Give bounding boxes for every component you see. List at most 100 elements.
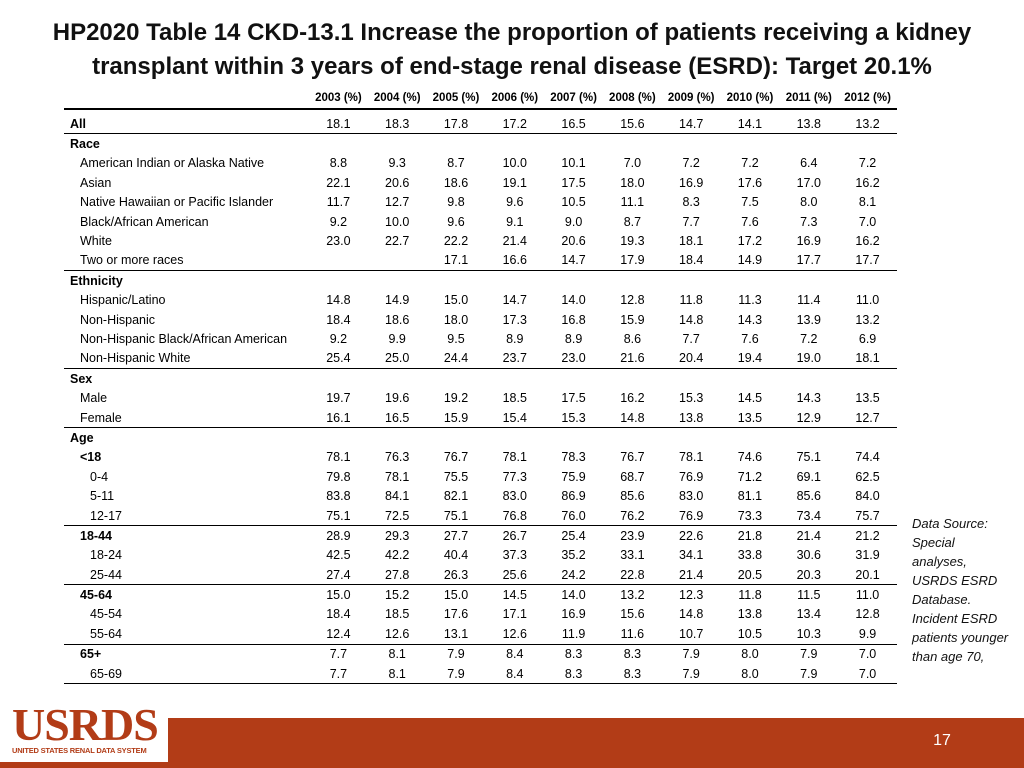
value-cell: 13.2	[620, 588, 645, 603]
value-cell: 15.0	[326, 588, 351, 603]
value-cell: 8.7	[447, 156, 465, 171]
table-row: 18-24 42.5 42.2 40.4 37.3 35.2 33.1 34.1 33.8 30.…	[64, 546, 897, 565]
value-cell: 76.9	[679, 469, 704, 484]
value-cell: 71.2	[737, 469, 763, 484]
table-row: White 23.0 22.7 22.2 21.4 20.6 19.3 18.1 17.2 16.…	[64, 231, 897, 250]
row-label: Age	[70, 430, 94, 445]
value-cell: 7.7	[329, 647, 348, 662]
value-cell: 18.3	[367, 109, 427, 135]
value-cell: 15.2	[385, 588, 410, 603]
value-cell: 19.0	[779, 348, 839, 370]
value-cell: 76.3	[385, 450, 410, 465]
table-row: Age	[64, 428, 897, 448]
value-cell: 11.7	[326, 195, 351, 210]
value-cell: 82.1	[443, 489, 469, 504]
value-cell: 7.9	[447, 647, 465, 662]
value-cell: 30.6	[796, 548, 821, 563]
value-cell: 17.6	[443, 607, 469, 622]
value-cell: 78.1	[502, 450, 527, 465]
value-cell	[368, 271, 427, 291]
value-cell	[427, 428, 486, 448]
value-cell: 17.1	[426, 250, 486, 272]
value-cell: 19.7	[326, 391, 351, 406]
value-cell: 27.7	[443, 528, 469, 543]
value-cell: 85.6	[796, 489, 821, 504]
table-row: 5-11 83.8 84.1 82.1 83.0 86.9 85.6 83.0 81.1 85.6…	[64, 486, 897, 505]
value-cell: 16.2	[855, 175, 880, 190]
value-cell: 16.9	[561, 607, 586, 622]
value-cell: 76.9	[661, 505, 721, 527]
value-cell: 12.6	[485, 624, 545, 645]
value-cell: 15.0	[443, 588, 469, 603]
value-cell: 12.6	[367, 624, 427, 645]
value-cell: 16.5	[367, 407, 427, 429]
value-cell: 8.9	[564, 331, 583, 346]
column-header: 2012 (%)	[844, 92, 891, 104]
value-cell: 11.3	[738, 293, 762, 308]
value-cell: 13.8	[661, 407, 721, 429]
table-row: Hispanic/Latino 14.8 14.9 15.0 14.7 14.0 12.8 1…	[64, 291, 897, 310]
value-cell: 8.3	[602, 663, 662, 685]
row-label: 12-17	[64, 505, 309, 527]
value-cell: 78.1	[385, 469, 410, 484]
value-cell	[367, 250, 427, 272]
row-label: Non-Hispanic White	[64, 348, 309, 370]
value-cell	[838, 271, 897, 291]
value-cell	[427, 271, 486, 291]
value-cell: 8.4	[485, 663, 545, 685]
row-label: Two or more races	[64, 250, 309, 272]
value-cell: 13.8	[737, 607, 763, 622]
column-header: 2011 (%)	[785, 92, 832, 104]
value-cell: 14.5	[502, 588, 527, 603]
value-cell: 11.0	[855, 293, 880, 308]
value-cell	[368, 428, 427, 448]
column-header: 2004 (%)	[373, 92, 421, 104]
table-row: 65-69 7.7 8.1 7.9 8.4 8.3 8.3 7.9 8.0 7.9 7.0	[64, 663, 897, 685]
value-cell: 75.9	[561, 469, 586, 484]
value-cell: 14.9	[720, 250, 780, 272]
value-cell: 7.2	[800, 331, 818, 346]
value-cell: 15.6	[602, 109, 662, 135]
value-cell: 83.0	[679, 489, 704, 504]
value-cell	[368, 369, 427, 389]
table-row: Non-Hispanic 18.4 18.6 18.0 17.3 16.8 15.9 14.8…	[64, 310, 897, 329]
value-cell: 12.7	[838, 407, 897, 429]
value-cell: 25.4	[309, 348, 368, 370]
footer-bar	[0, 718, 1024, 768]
value-cell	[721, 271, 780, 291]
column-header: 2005 (%)	[432, 92, 480, 104]
value-cell	[309, 369, 368, 389]
value-cell: 18.6	[443, 175, 469, 190]
value-cell: 15.9	[620, 312, 645, 327]
value-cell: 9.0	[564, 214, 583, 229]
value-cell: 14.7	[661, 109, 721, 135]
column-header: 2010 (%)	[726, 92, 774, 104]
value-cell: 77.3	[502, 469, 527, 484]
value-cell: 14.0	[561, 293, 586, 308]
value-cell: 22.1	[326, 175, 351, 190]
value-cell: 8.6	[623, 331, 642, 346]
value-cell: 76.2	[602, 505, 662, 527]
value-cell: 19.2	[443, 391, 469, 406]
table-row: Two or more races 17.1 16.6 14.7 17.9 18.4 14.…	[64, 250, 897, 272]
row-label: 18-44	[80, 528, 112, 543]
row-label: <18	[80, 450, 102, 465]
value-cell: 23.7	[485, 348, 545, 370]
value-cell: 78.1	[679, 450, 704, 465]
row-label: Non-Hispanic	[80, 312, 156, 327]
value-cell: 7.0	[858, 214, 877, 229]
value-cell: 8.3	[564, 647, 583, 662]
table-row: Non-Hispanic Black/African American 9.2 9.…	[64, 329, 897, 348]
data-source-note: Data Source: Special analyses, USRDS ESR…	[912, 516, 1009, 664]
value-cell: 18.1	[309, 109, 368, 135]
value-cell: 22.2	[443, 234, 469, 249]
row-label: 65-69	[64, 663, 309, 685]
value-cell: 14.8	[679, 312, 704, 327]
value-cell	[779, 271, 838, 291]
table-row: <18 78.1 76.3 76.7 78.1 78.3 76.7 78.1 74.6 75.1 7…	[64, 448, 897, 467]
value-cell: 27.8	[367, 564, 427, 586]
value-cell: 33.8	[737, 548, 763, 563]
header-label-cell	[64, 88, 309, 109]
value-cell: 8.4	[506, 647, 524, 662]
value-cell: 9.1	[506, 214, 524, 229]
